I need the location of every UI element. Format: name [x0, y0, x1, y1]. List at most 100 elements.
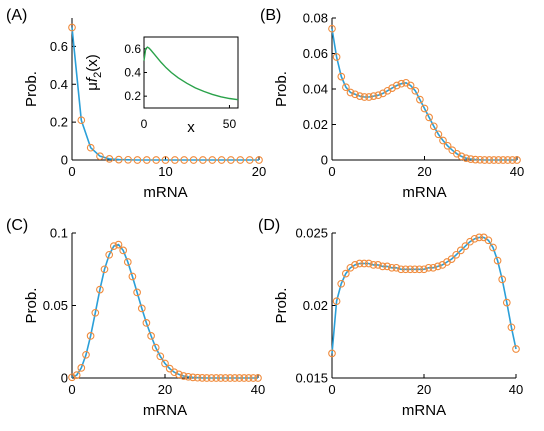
panel-b-y-tick-label: 0.06 — [303, 46, 328, 61]
panel-b-data-point — [342, 83, 350, 92]
panel-d-y-tick-label: 0.02 — [303, 298, 328, 313]
panel-b-y-tick-label: 0 — [321, 153, 328, 168]
panel-d-x-tick-label: 40 — [509, 382, 523, 397]
panel-d-y-axis-label: Prob. — [273, 288, 290, 324]
panel-d-x-axis-label: mRNA — [402, 402, 446, 419]
panel-c-y-axis-label: Prob. — [23, 288, 40, 324]
panel-c-y-tick-label: 0 — [61, 371, 68, 386]
panel-c-data-point — [254, 374, 262, 382]
panel-b-data-point — [434, 130, 443, 139]
panel-c-data-point — [249, 374, 258, 382]
panel-c-series-line — [71, 243, 258, 379]
panel-c-data-point — [151, 343, 160, 352]
panel-c-data-point — [100, 265, 109, 274]
panel-a-data-point — [142, 156, 151, 164]
panel-c-data-point — [175, 370, 183, 379]
inset-frame — [143, 36, 239, 109]
panel-b-data-point — [499, 156, 507, 164]
panel-a-data-point — [161, 156, 170, 164]
panel-c-data-point — [161, 359, 169, 368]
panel-c-data-point — [207, 374, 216, 382]
panel-d-data-point — [378, 262, 387, 271]
panel-d-data-point — [351, 261, 359, 269]
panel-d-y-tick-label: 0.015 — [295, 371, 328, 386]
panel-b-x-tick-label: 20 — [417, 164, 431, 179]
panel-d-data-point — [337, 279, 346, 288]
panel-b-data-point — [365, 93, 373, 101]
panel-c-data-point — [142, 319, 151, 327]
panel-b-data-point — [416, 95, 424, 104]
panel-d-data-point — [420, 265, 428, 274]
panel-c-data-point — [77, 364, 86, 372]
panel-b-data-point — [397, 79, 406, 88]
panel-c-data-point — [96, 285, 104, 294]
panel-c-data-point — [189, 373, 197, 382]
panel-d-data-point — [415, 265, 424, 274]
panel-c-data-point — [226, 374, 234, 382]
panel-c-data-point — [156, 352, 165, 361]
panel-b-x-tick-label: 40 — [510, 164, 524, 179]
panel-d-data-point — [392, 263, 401, 272]
panel-b-data-point — [406, 81, 415, 90]
panel-d-x-tick-label: 0 — [328, 382, 335, 397]
panel-b-data-point — [411, 86, 420, 95]
panel-d-data-point — [401, 265, 410, 274]
panel-c-data-point — [86, 332, 95, 340]
panel-c-data-point — [193, 373, 202, 382]
panel-c-data-point — [109, 242, 118, 250]
panel-b-data-point — [513, 156, 521, 164]
panel-c-data-point — [184, 372, 193, 381]
panel-d-data-point — [433, 262, 442, 271]
panel-b-data-point — [346, 88, 355, 97]
panel-a-data-point — [171, 156, 179, 164]
panel-d-data-point — [360, 259, 369, 268]
inset-y-label-mu: μ — [84, 82, 101, 91]
panel-d-data-point — [369, 261, 378, 269]
panel-c-x-tick-label: 0 — [68, 382, 75, 397]
inset-x-tick-label: 50 — [223, 117, 237, 131]
panel-b-data-point — [355, 92, 364, 100]
panel-a-data-point — [86, 143, 95, 152]
panel-a-y-tick-label: 0.4 — [50, 77, 68, 92]
panel-d-data-point — [410, 265, 419, 274]
panel-a-x-tick-label: 0 — [68, 164, 75, 179]
panel-d-data-point — [328, 349, 336, 358]
panel-d-data-point — [502, 298, 511, 307]
panel-a-y-axis-label: Prob. — [23, 71, 40, 107]
panel-d-data-point — [475, 233, 484, 242]
inset-y-axis-label: μf2(x) — [84, 54, 104, 90]
panel-c-x-tick-label: 40 — [251, 382, 265, 397]
panel-d-data-point — [470, 234, 479, 243]
inset-series-line — [143, 46, 239, 101]
panel-b-data-point — [480, 156, 489, 164]
panel-d-x-tick-label: 20 — [417, 382, 431, 397]
panel-a-data-point — [217, 156, 226, 164]
panel-d-data-point — [512, 345, 520, 353]
panel-a-data-point — [180, 156, 189, 164]
panel-d-data-point — [355, 259, 364, 268]
panel-c-data-point — [82, 350, 90, 359]
panel-a-x-tick-label: 10 — [158, 164, 172, 179]
panel-d-data-point — [364, 259, 373, 268]
inset-y-tick-label: 0.6 — [124, 42, 141, 56]
panel-b-data-point — [392, 81, 401, 90]
panel-c-data-point — [244, 374, 253, 382]
panel-d-data-point — [374, 261, 382, 269]
panel-c-data-point — [198, 374, 207, 382]
inset-y-label-f: f — [84, 76, 101, 82]
panel-d-data-point — [397, 265, 405, 274]
panel-b-data-point — [328, 24, 336, 33]
panel-b-data-point — [494, 156, 503, 164]
panel-b-data-point — [360, 93, 369, 101]
panel-c: (C) 0 20 40 0 0.05 0.1 mRNA Prob. — [6, 217, 265, 419]
panel-c-label: (C) — [6, 217, 28, 234]
panel-b: (B) 0 20 40 0 0.02 0.04 0.06 0.08 mRNA Prob. — [260, 7, 524, 201]
panel-d-data-point — [424, 263, 433, 272]
panel-b-data-point — [332, 53, 341, 61]
panel-a-data-point — [208, 156, 217, 164]
panel-a-x-tick-label: 20 — [252, 164, 266, 179]
panel-a-data-point — [236, 156, 245, 164]
panel-c-data-point — [216, 374, 225, 382]
panel-b-data-point — [476, 155, 484, 164]
